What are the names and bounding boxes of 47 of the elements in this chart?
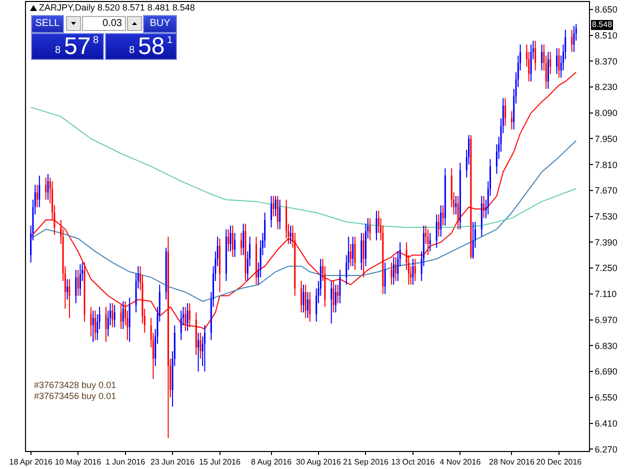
annotation: 58 [138,33,165,60]
x-tick-label: 4 Nov 2016 [440,458,482,467]
y-tick-label: 7.110 [594,289,617,300]
lot-field: 0.03 [82,16,126,31]
annotation: 57 [64,33,91,60]
y-tick-label: 7.810 [594,160,618,170]
y-tick-label: 7.530 [594,211,618,222]
x-tick-label: 10 May 2016 [54,458,102,467]
sell-button: SELL [31,15,64,33]
y-tick-label: 6.550 [594,392,618,403]
y-tick-label: 8.650 [594,4,618,15]
annotation: 8 [129,45,135,56]
annotation: SELL [34,18,61,29]
y-tick-label: 6.830 [594,340,618,351]
chart-title: ZARJPY,Daily 8.520 8.571 8.481 8.548 [39,2,195,12]
y-tick-label: 8.090 [594,108,618,118]
y-tick-label: 6.970 [594,314,618,325]
y-tick-label: 8.510 [594,30,618,40]
x-tick-label: 21 Sep 2016 [343,458,389,467]
line-series [30,140,577,302]
buy-button: BUY [143,15,177,33]
y-tick-label: 7.250 [594,263,618,274]
y-tick-label: 7.670 [594,186,618,196]
x-tick-label: 23 Jun 2016 [150,458,196,467]
x-tick-label: 13 Oct 2016 [391,458,436,467]
annotation: BUY [148,18,172,29]
annotation: 1 [167,35,173,46]
x-tick-label: 28 Nov 2016 [489,458,535,467]
x-tick-label: 30 Aug 2016 [296,458,342,467]
y-tick-label: 6.690 [594,366,618,377]
annotation: 8 [55,45,61,56]
y-tick-label: 8.370 [594,56,618,66]
x-tick-label: 18 Apr 2016 [9,458,53,467]
annotation: #37673428 buy 0.01 [34,380,116,390]
x-tick-label: 20 Dec 2016 [536,458,582,467]
annotation: 0.03 [102,18,122,29]
x-tick-label: 1 Jun 2016 [105,458,146,467]
y-tick-label: 7.390 [594,237,618,248]
y-tick-label: 6.410 [594,418,618,428]
y-tick-label: 6.270 [594,444,618,454]
x-tick-label: 15 Jul 2016 [199,458,241,467]
annotation: #37673456 buy 0.01 [34,391,116,401]
annotation: 8 [93,35,99,46]
y-tick-label: 8.230 [594,82,618,92]
x-tick-label: 8 Aug 2016 [251,458,292,467]
y-tick-label: 7.950 [594,134,618,144]
text: 8.548 [591,20,614,30]
